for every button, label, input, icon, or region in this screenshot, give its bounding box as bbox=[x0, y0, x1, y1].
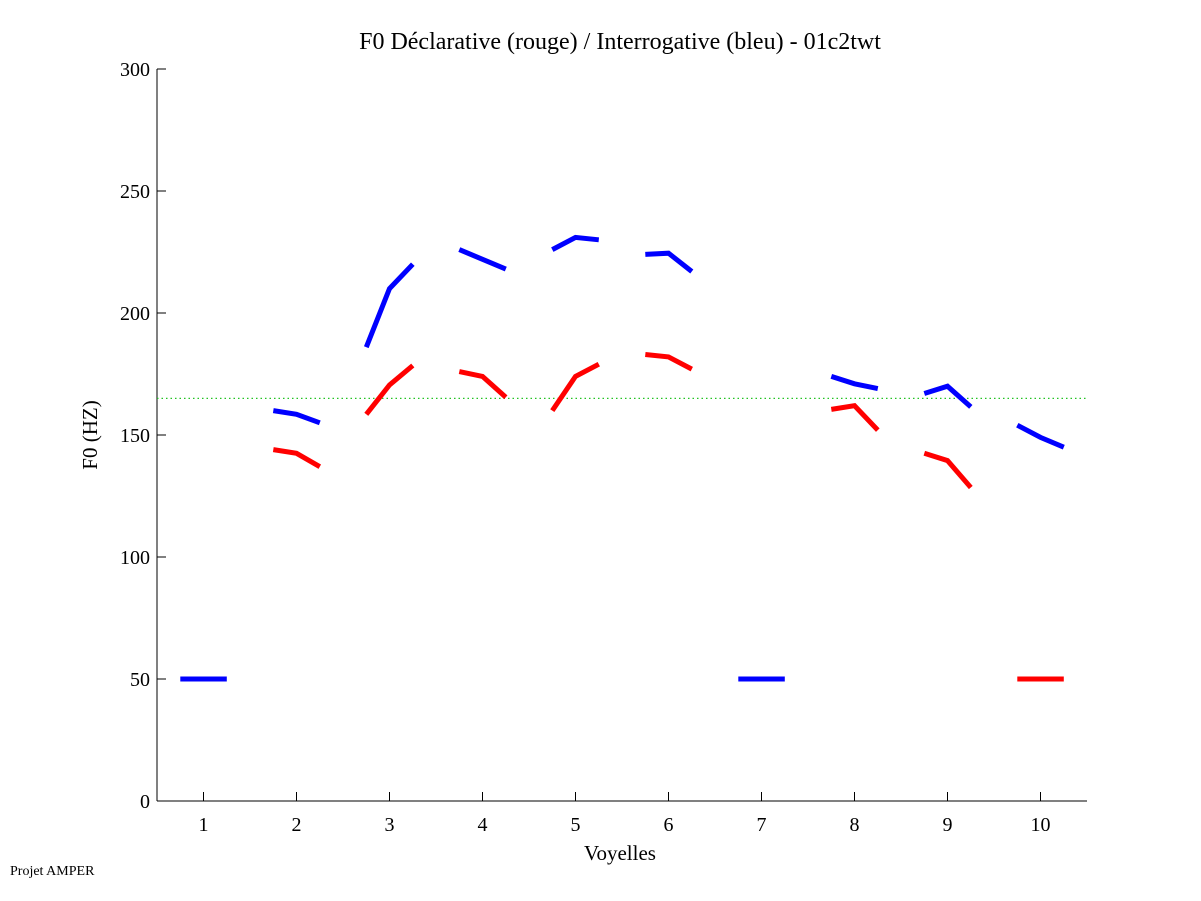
x-tick-label: 3 bbox=[385, 814, 395, 836]
x-axis-label: Voyelles bbox=[584, 841, 656, 865]
series-segment-declarative-v4 bbox=[458, 369, 508, 400]
y-axis-label: F0 (HZ) bbox=[78, 400, 102, 469]
x-tick-label: 7 bbox=[757, 814, 767, 836]
y-tick-label: 50 bbox=[130, 669, 150, 691]
x-tick-label: 10 bbox=[1031, 814, 1051, 836]
x-tick-label: 8 bbox=[850, 814, 860, 836]
x-tick-label: 6 bbox=[664, 814, 674, 836]
series-segment-interrogative-v6 bbox=[645, 250, 694, 274]
x-tick-label: 5 bbox=[571, 814, 581, 836]
series-segment-interrogative-v2 bbox=[272, 408, 321, 426]
footer-label: Projet AMPER bbox=[10, 864, 95, 879]
series-segment-declarative-v2 bbox=[272, 447, 322, 469]
series-segment-interrogative-v4 bbox=[458, 247, 507, 272]
series-segment-interrogative-v5 bbox=[551, 234, 600, 252]
x-tick-label: 2 bbox=[292, 814, 302, 836]
x-tick-label: 4 bbox=[478, 814, 488, 836]
y-tick-label: 0 bbox=[140, 791, 150, 813]
chart-title: F0 Déclarative (rouge) / Interrogative (… bbox=[359, 29, 881, 55]
y-tick-label: 200 bbox=[120, 303, 150, 325]
x-tick-label: 1 bbox=[199, 814, 209, 836]
series-segment-declarative-v5 bbox=[550, 361, 600, 413]
series-segment-declarative-v6 bbox=[645, 352, 693, 372]
y-tick-label: 250 bbox=[120, 181, 150, 203]
series-segment-declarative-v9 bbox=[923, 450, 973, 490]
y-tick-label: 150 bbox=[120, 425, 150, 447]
series-segment-declarative-v8 bbox=[830, 403, 880, 432]
series-segment-declarative-v3 bbox=[364, 363, 415, 416]
series-segment-interrogative-v3 bbox=[363, 262, 415, 349]
series-segment-interrogative-v9 bbox=[923, 383, 973, 409]
series-segment-interrogative-v8 bbox=[830, 374, 879, 392]
series-segment-interrogative-v10 bbox=[1016, 422, 1065, 450]
y-tick-label: 100 bbox=[120, 547, 150, 569]
x-tick-label: 9 bbox=[943, 814, 953, 836]
y-tick-label: 300 bbox=[120, 59, 150, 81]
